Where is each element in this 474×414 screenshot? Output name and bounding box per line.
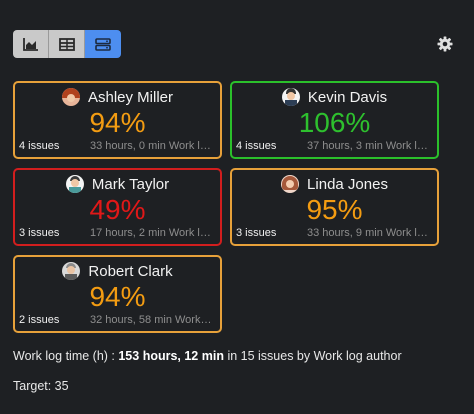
table-view-button[interactable] — [49, 30, 85, 58]
user-name: Kevin Davis — [307, 88, 388, 106]
avatar — [281, 88, 300, 106]
avatar — [62, 262, 81, 280]
issue-count: 3 issues — [236, 227, 277, 239]
percentage-value: 95% — [306, 194, 363, 225]
issue-count: 4 issues — [236, 140, 277, 152]
user-name: Ashley Miller — [87, 88, 174, 106]
area-chart-icon — [22, 37, 38, 51]
view-toolbar — [13, 30, 121, 58]
avatar — [65, 175, 84, 193]
target-text: Target: 35 — [13, 379, 69, 393]
percentage-value: 94% — [89, 281, 146, 312]
percentage-value: 94% — [89, 107, 146, 138]
work-log-time: 33 hours, 0 min Work log time (h) — [90, 140, 212, 152]
work-log-time: 33 hours, 9 min Work log time (h) — [307, 227, 429, 239]
work-log-time: 17 hours, 2 min Work log time (h) — [90, 227, 212, 239]
list-view-icon — [95, 37, 111, 51]
issue-count: 3 issues — [19, 227, 60, 239]
user-card-linda-jones[interactable]: Linda Jones 95% 3 issues 33 hours, 9 min… — [230, 168, 439, 246]
user-card-robert-clark[interactable]: Robert Clark 94% 2 issues 32 hours, 58 m… — [13, 255, 222, 333]
issue-count: 2 issues — [19, 314, 60, 326]
summary-total: 153 hours, 12 min — [118, 349, 224, 363]
summary-text: Work log time (h) : 153 hours, 12 min in… — [13, 349, 402, 363]
list-view-button[interactable] — [85, 30, 121, 58]
work-log-time: 37 hours, 3 min Work log time (h) — [307, 140, 429, 152]
gear-icon — [437, 36, 453, 52]
chart-view-button[interactable] — [13, 30, 49, 58]
user-card-ashley-miller[interactable]: Ashley Miller 94% 4 issues 33 hours, 0 m… — [13, 81, 222, 159]
settings-button[interactable] — [436, 35, 454, 53]
percentage-value: 49% — [89, 194, 146, 225]
user-card-mark-taylor[interactable]: Mark Taylor 49% 3 issues 17 hours, 2 min… — [13, 168, 222, 246]
user-name: Linda Jones — [307, 175, 388, 193]
avatar — [61, 88, 80, 106]
summary-prefix: Work log time (h) : — [13, 349, 119, 363]
percentage-value: 106% — [298, 107, 371, 138]
table-icon — [58, 37, 75, 51]
summary-suffix: in 15 issues by Work log author — [223, 349, 402, 363]
user-card-kevin-davis[interactable]: Kevin Davis 106% 4 issues 37 hours, 3 mi… — [230, 81, 439, 159]
user-name: Robert Clark — [88, 262, 173, 280]
user-name: Mark Taylor — [91, 175, 170, 193]
avatar — [281, 175, 300, 193]
work-log-time: 32 hours, 58 min Work log time (h) — [90, 314, 212, 326]
issue-count: 4 issues — [19, 140, 60, 152]
